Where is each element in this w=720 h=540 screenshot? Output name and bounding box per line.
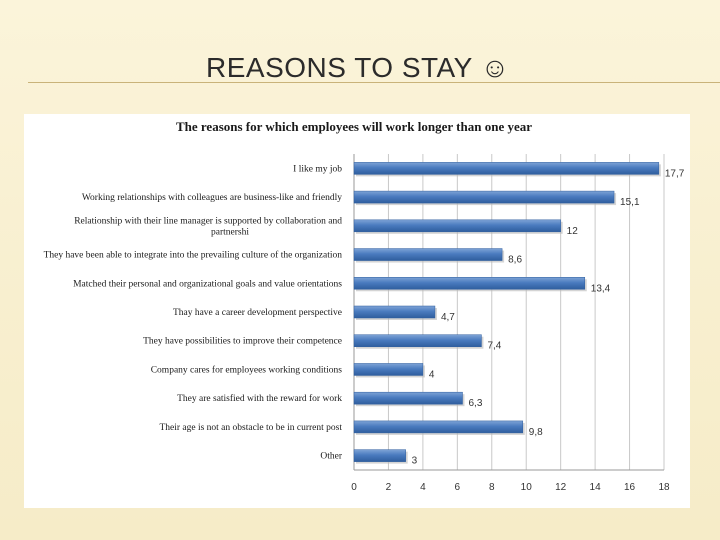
category-label: They are satisfied with the reward for w… [177, 393, 342, 404]
x-tick-label: 6 [455, 482, 461, 493]
data-label: 17,7 [665, 168, 685, 179]
x-tick-label: 2 [386, 482, 392, 493]
x-tick-label: 10 [521, 482, 533, 493]
bar [353, 363, 424, 376]
category-label: partnershi [211, 227, 249, 237]
bar [353, 391, 463, 405]
data-label: 4 [429, 369, 435, 380]
bar [353, 190, 615, 204]
category-label: I like my job [293, 164, 342, 174]
bar [353, 162, 660, 175]
x-tick-label: 14 [590, 482, 602, 493]
x-tick-label: 0 [351, 482, 357, 493]
category-label: Thay have a career development perspecti… [173, 308, 342, 318]
smiley-icon: ☺ [480, 52, 510, 83]
chart-panel: The reasons for which employees will wor… [24, 114, 690, 508]
slide-title-text: REASONS TO STAY [206, 52, 473, 83]
data-label: 15,1 [620, 197, 640, 208]
grid-lines [353, 154, 665, 471]
data-label: 7,4 [487, 341, 501, 352]
bar [353, 305, 436, 319]
category-label: Relationship with their line manager is … [74, 216, 342, 226]
x-tick-label: 4 [420, 482, 426, 493]
data-label: 6,3 [469, 398, 483, 409]
category-label: Matched their personal and organizationa… [73, 279, 342, 289]
x-tick-label: 16 [624, 482, 636, 493]
bar [353, 449, 406, 462]
x-tick-label: 18 [658, 482, 670, 493]
bars: 17,7 15,1 12 8,6 13,4 4,7 7,4 4 6,3 9,8 3 [353, 162, 685, 467]
x-tick-label: 8 [489, 482, 495, 493]
data-label: 3 [412, 456, 418, 467]
category-label: Working relationships with colleagues ar… [82, 192, 342, 203]
bar [353, 219, 561, 233]
data-label: 13,4 [591, 283, 611, 294]
x-axis-ticks: 0 2 4 6 8 10 12 14 16 18 [351, 482, 670, 493]
slide-title: REASONS TO STAY ☺ [206, 52, 510, 84]
category-label: Company cares for employees working cond… [151, 364, 343, 375]
category-label: Other [320, 452, 342, 462]
category-label: Their age is not an obstacle to be in cu… [159, 423, 342, 433]
category-labels: I like my job Working relationships with … [44, 164, 343, 461]
data-label: 12 [567, 226, 579, 237]
title-divider [28, 82, 720, 83]
category-label: They have possibilities to improve their… [143, 337, 342, 347]
bar [353, 248, 503, 261]
category-label: They have been able to integrate into th… [44, 250, 343, 261]
data-label: 8,6 [508, 255, 522, 266]
bar [353, 420, 524, 434]
x-tick-label: 12 [555, 482, 567, 493]
chart-title: The reasons for which employees will wor… [176, 119, 532, 134]
bar [353, 277, 586, 290]
bar [353, 334, 482, 347]
bar-chart: The reasons for which employees will wor… [44, 119, 685, 493]
data-label: 9,8 [529, 427, 543, 438]
data-label: 4,7 [441, 312, 455, 323]
